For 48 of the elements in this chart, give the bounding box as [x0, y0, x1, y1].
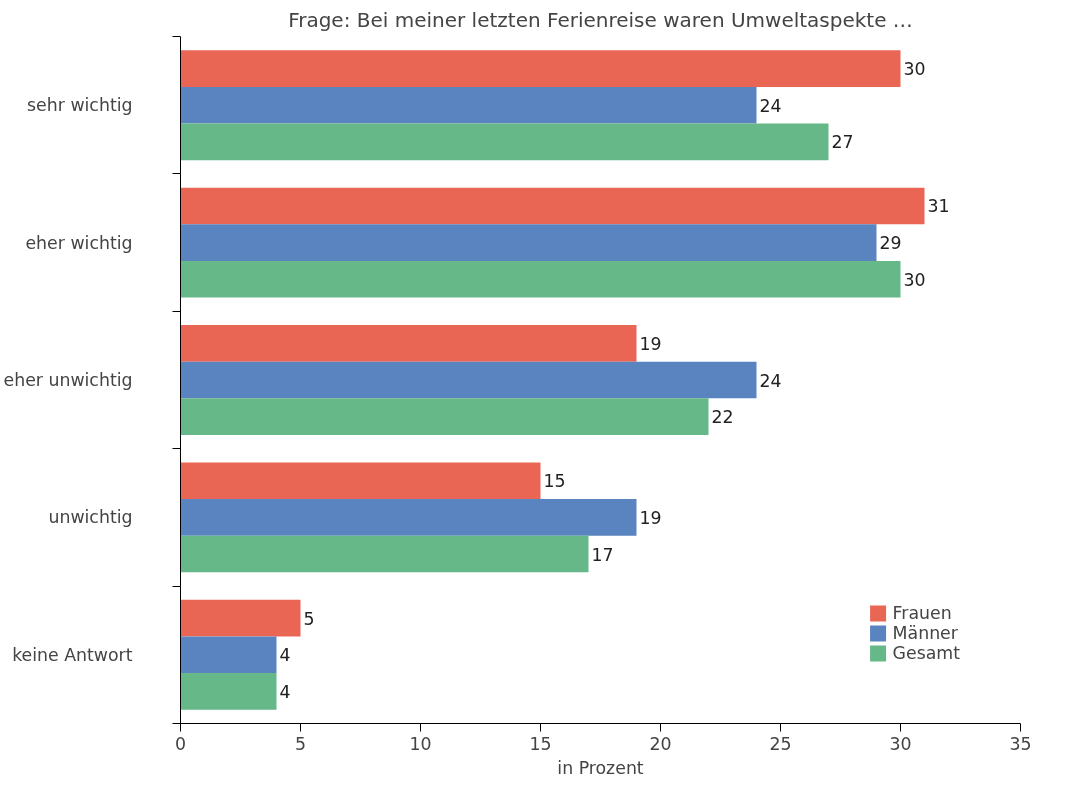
x-tick-label: 10	[409, 733, 432, 754]
y-tick-label: eher unwichtig	[3, 370, 133, 390]
bar	[180, 50, 901, 87]
bar	[180, 325, 637, 362]
data-label: 4	[279, 681, 291, 702]
bar	[180, 499, 637, 536]
data-label: 30	[903, 59, 926, 80]
chart-title: Frage: Bei meiner letzten Ferienreise waren Umweltaspekte …	[288, 7, 913, 32]
legend-label: Frauen	[892, 603, 952, 623]
x-tick-label: 30	[889, 733, 912, 754]
y-tick-label: eher wichtig	[25, 232, 133, 253]
data-label: 27	[831, 132, 854, 153]
data-label: 29	[879, 233, 902, 254]
data-label: 31	[927, 196, 950, 217]
data-label: 22	[711, 407, 734, 428]
data-label: 19	[639, 333, 662, 354]
data-label: 19	[639, 507, 662, 528]
legend-label: Gesamt	[892, 643, 960, 663]
data-label: 15	[543, 471, 566, 492]
data-label: 4	[279, 645, 291, 666]
x-tick-label: 15	[529, 733, 552, 754]
x-axis-title: in Prozent	[557, 757, 644, 778]
x-tick-label: 35	[1009, 733, 1032, 754]
bar	[180, 187, 925, 225]
y-tick-label: unwichtig	[48, 507, 133, 528]
bar	[180, 260, 901, 298]
bar	[180, 462, 541, 500]
bar	[180, 224, 877, 261]
bar	[180, 86, 757, 124]
bar	[180, 673, 277, 710]
x-tick-label: 5	[294, 733, 307, 754]
x-tick-label: 25	[769, 733, 792, 754]
y-tick-label: sehr wichtig	[27, 95, 133, 116]
bar	[180, 361, 757, 399]
data-label: 24	[759, 370, 782, 391]
legend-label: Männer	[892, 623, 958, 643]
data-label: 5	[303, 608, 315, 629]
data-label: 17	[591, 544, 614, 565]
bar	[180, 398, 709, 435]
bar	[180, 636, 277, 674]
x-tick-label: 20	[649, 733, 672, 754]
bar	[180, 535, 589, 573]
y-tick-label: keine Antwort	[12, 644, 133, 665]
x-tick-label: 0	[174, 733, 187, 754]
bar	[180, 599, 301, 637]
data-label: 30	[903, 269, 926, 290]
bar	[180, 123, 829, 161]
data-label: 24	[759, 95, 782, 116]
